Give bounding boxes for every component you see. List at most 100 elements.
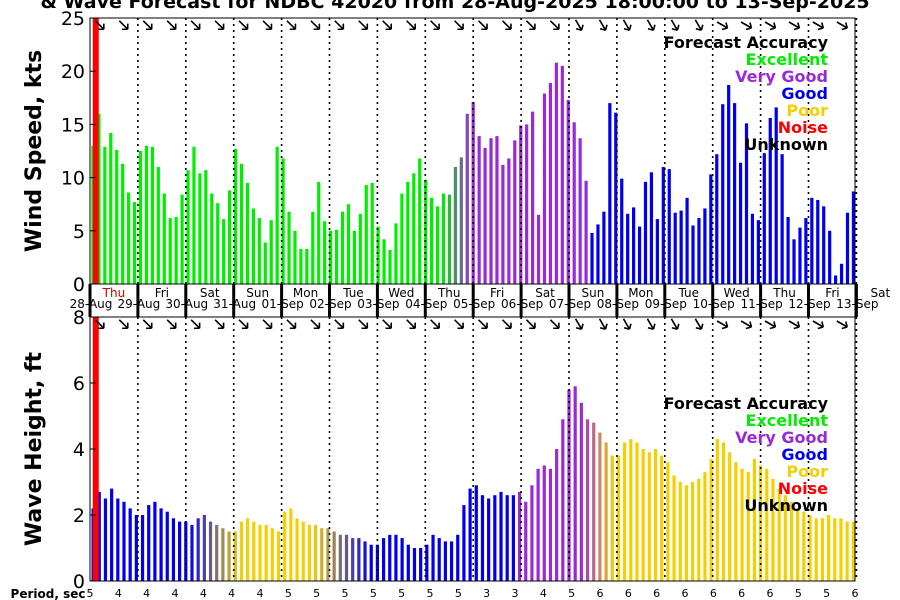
waves-bar bbox=[561, 419, 565, 581]
waves-bar bbox=[493, 495, 497, 581]
waves-bar bbox=[802, 511, 806, 581]
waves-bar bbox=[159, 508, 163, 581]
period-value: 5 bbox=[795, 587, 802, 600]
waves-bar bbox=[641, 449, 645, 581]
wind-bar bbox=[554, 62, 558, 284]
waves-bar bbox=[691, 482, 695, 581]
day-date-label: 31-Aug bbox=[213, 297, 256, 311]
waves-bar bbox=[425, 544, 429, 581]
wind-direction-arrow bbox=[694, 19, 704, 31]
waves-bar bbox=[771, 478, 775, 581]
waves-bar bbox=[437, 538, 441, 581]
wind-bar bbox=[180, 194, 184, 284]
wind-bar bbox=[281, 158, 285, 284]
y-tick-label: 4 bbox=[73, 439, 85, 461]
wind-bar bbox=[531, 111, 535, 284]
wind-bar bbox=[430, 197, 434, 284]
legend-item-poor: Poor bbox=[786, 101, 828, 120]
wind-direction-arrow bbox=[430, 20, 440, 31]
wind-bar bbox=[388, 249, 392, 284]
wind-bar bbox=[727, 85, 731, 284]
day-name-label: Sat bbox=[871, 286, 891, 300]
waves-bar bbox=[666, 462, 670, 581]
wind-bar bbox=[228, 190, 232, 284]
wind-bar bbox=[216, 203, 220, 284]
day-name-label: Sat bbox=[200, 286, 220, 300]
day-date-label: 30-Aug bbox=[165, 297, 208, 311]
wind-direction-arrow bbox=[740, 21, 753, 31]
period-value: 5 bbox=[87, 587, 94, 600]
wind-bar bbox=[834, 275, 838, 284]
wave-direction-arrow bbox=[622, 318, 632, 330]
wave-direction-arrow bbox=[334, 319, 345, 330]
day-name-label: Thu bbox=[102, 286, 126, 300]
day-name-label: Mon bbox=[293, 286, 318, 300]
day-date-label: 28-Aug bbox=[70, 297, 113, 311]
wind-direction-arrow bbox=[501, 20, 512, 31]
waves-bar bbox=[227, 531, 231, 581]
wave-direction-arrow bbox=[598, 318, 608, 330]
period-value: 6 bbox=[625, 587, 632, 600]
waves-bar bbox=[678, 482, 682, 581]
wind-bar bbox=[370, 182, 374, 284]
wind-bar bbox=[465, 113, 469, 284]
wind-bar bbox=[721, 104, 725, 285]
wind-bar bbox=[697, 218, 701, 284]
waves-bar bbox=[332, 531, 336, 581]
wind-direction-arrow bbox=[190, 20, 201, 31]
y-tick-label: 25 bbox=[61, 8, 85, 30]
waves-bar bbox=[419, 548, 423, 581]
wind-bar bbox=[287, 211, 291, 284]
waves-bar bbox=[728, 452, 732, 581]
waves-bar bbox=[629, 439, 633, 581]
wind-bar bbox=[828, 230, 832, 284]
waves-bar bbox=[548, 468, 553, 581]
wind-bar bbox=[845, 212, 850, 284]
wind-bar bbox=[382, 239, 386, 284]
wind-bar bbox=[305, 248, 309, 284]
wind-bar bbox=[661, 166, 665, 284]
waves-bar bbox=[542, 465, 546, 581]
wind-bar bbox=[424, 179, 428, 284]
wind-bar bbox=[275, 146, 279, 284]
wind-bar bbox=[103, 146, 107, 284]
legend-item-unknown: Unknown bbox=[744, 135, 828, 154]
waves-bar bbox=[456, 534, 460, 581]
waves-bar bbox=[338, 534, 342, 581]
waves-bar bbox=[740, 468, 744, 581]
wave-direction-arrow bbox=[214, 319, 225, 330]
waves-bar bbox=[826, 515, 831, 581]
wind-bar bbox=[293, 230, 297, 284]
day-name-label: Tue bbox=[678, 286, 700, 300]
day-name-label: Tue bbox=[342, 286, 364, 300]
wind-bar bbox=[245, 182, 250, 284]
wind-bar bbox=[269, 220, 273, 284]
period-value: 6 bbox=[710, 587, 717, 600]
y-tick-label: 10 bbox=[61, 168, 85, 190]
wind-bar bbox=[495, 136, 499, 284]
wind-bar bbox=[709, 174, 713, 284]
wave-direction-arrow bbox=[694, 318, 704, 330]
waves-bar bbox=[208, 521, 213, 581]
day-date-label: 04-Sep bbox=[405, 297, 447, 311]
waves-bar bbox=[765, 468, 769, 581]
day-date-label: 10-Sep bbox=[693, 297, 735, 311]
wind-bar bbox=[691, 225, 695, 284]
wind-bar bbox=[614, 112, 618, 284]
wind-direction-arrow bbox=[214, 20, 225, 31]
waves-bar bbox=[97, 491, 101, 581]
wind-direction-arrow bbox=[622, 19, 632, 31]
waves-bar bbox=[171, 518, 176, 581]
y-tick-label: 15 bbox=[61, 114, 85, 136]
wind-direction-arrow bbox=[525, 20, 536, 31]
wind-bar bbox=[590, 232, 594, 284]
wind-bar bbox=[596, 224, 600, 284]
waves-bar bbox=[585, 419, 590, 581]
wind-bar bbox=[525, 124, 529, 285]
period-value: 5 bbox=[427, 587, 434, 600]
waves-bar bbox=[709, 458, 713, 581]
wave-direction-arrow bbox=[286, 319, 297, 330]
period-value: 4 bbox=[143, 587, 150, 600]
period-value: 5 bbox=[313, 587, 320, 600]
wind-bar bbox=[489, 138, 493, 284]
